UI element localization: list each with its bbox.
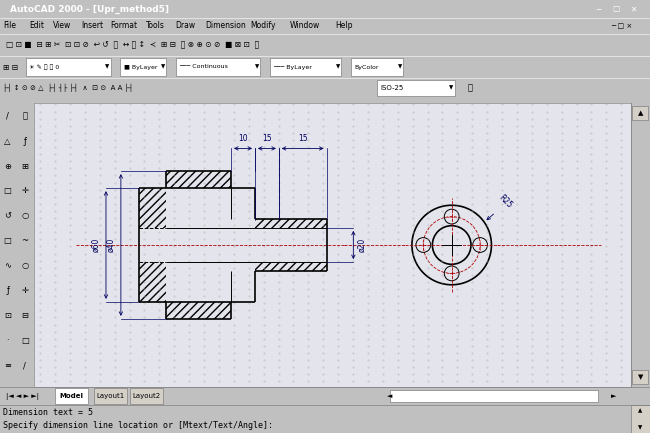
Text: ✕: ✕ — [630, 4, 636, 13]
Text: ·: · — [6, 336, 9, 346]
Text: ▲: ▲ — [638, 408, 642, 413]
Text: Specify dimension line location or [Mtext/Text/Angle]:: Specify dimension line location or [Mtex… — [3, 421, 273, 430]
Text: ≡: ≡ — [4, 362, 11, 371]
Text: Layout2: Layout2 — [132, 393, 161, 399]
Text: 15: 15 — [298, 134, 307, 143]
Text: Edit: Edit — [29, 22, 44, 30]
FancyBboxPatch shape — [351, 58, 403, 76]
FancyBboxPatch shape — [26, 58, 110, 76]
Text: ▼: ▼ — [161, 65, 165, 70]
Text: ■ ByLayer: ■ ByLayer — [124, 65, 157, 70]
Bar — [138, 262, 166, 302]
Text: □: □ — [612, 4, 619, 13]
FancyBboxPatch shape — [55, 388, 88, 404]
Bar — [138, 188, 166, 228]
Bar — [255, 262, 326, 271]
Text: Dimension text = 5: Dimension text = 5 — [3, 408, 93, 417]
Text: ─── Continuous: ─── Continuous — [179, 65, 228, 70]
Text: □ ⊡ ■  ⊟ ⊞ ✂  ⊡ ⊡ ⊘  ↩ ↺  ⬛  ↔ ⬛ ↕  ≺  ⊞ ⊟  ⬛ ⊗ ⊕ ⊙ ⊘  ■ ⊠ ⊡  ？: □ ⊡ ■ ⊟ ⊞ ✂ ⊡ ⊡ ⊘ ↩ ↺ ⬛ ↔ ⬛ ↕ ≺ ⊞ ⊟ ⬛ ⊗ … — [6, 41, 260, 49]
Text: ƒ: ƒ — [23, 136, 26, 145]
Text: |◄ ◄ ► ►|: |◄ ◄ ► ►| — [6, 392, 40, 400]
Text: ⌒: ⌒ — [22, 112, 27, 120]
Text: Insert: Insert — [81, 22, 103, 30]
Text: ByColor: ByColor — [354, 65, 379, 70]
Text: ø40: ø40 — [107, 238, 116, 252]
Text: 10: 10 — [239, 134, 248, 143]
FancyBboxPatch shape — [270, 58, 341, 76]
Text: ◄: ◄ — [387, 393, 392, 399]
Text: Format: Format — [111, 22, 138, 30]
Text: ✛: ✛ — [21, 287, 29, 295]
Bar — [255, 220, 326, 228]
Text: View: View — [53, 22, 72, 30]
FancyBboxPatch shape — [632, 370, 648, 384]
Text: Tools: Tools — [146, 22, 165, 30]
Text: ▲: ▲ — [638, 110, 643, 116]
Text: □: □ — [4, 236, 12, 246]
Bar — [166, 171, 231, 188]
Text: ├┤ ↕ ⊙ ⊘ △  ├┤ ┤├ ├┤  ∧  ⊡ ⊙  A A ├┤: ├┤ ↕ ⊙ ⊘ △ ├┤ ┤├ ├┤ ∧ ⊡ ⊙ A A ├┤ — [3, 84, 133, 92]
Text: ✛: ✛ — [21, 187, 29, 195]
Text: ⊟: ⊟ — [21, 311, 29, 320]
FancyBboxPatch shape — [130, 388, 162, 404]
FancyBboxPatch shape — [630, 405, 650, 433]
Text: ▼: ▼ — [638, 374, 643, 380]
Text: ○: ○ — [21, 262, 29, 271]
FancyBboxPatch shape — [632, 106, 648, 120]
Text: □: □ — [4, 187, 12, 195]
Text: △: △ — [5, 136, 11, 145]
Text: ▼: ▼ — [105, 65, 110, 70]
Text: ~: ~ — [21, 236, 29, 246]
FancyBboxPatch shape — [390, 390, 598, 402]
Text: ─── ByLayer: ─── ByLayer — [273, 65, 312, 70]
Text: /: / — [6, 112, 9, 120]
Text: ⊞: ⊞ — [21, 162, 29, 171]
Text: ─: ─ — [595, 4, 601, 13]
Text: File: File — [3, 22, 16, 30]
Text: ▼: ▼ — [336, 65, 341, 70]
Text: AutoCAD 2000 - [Upr_method5]: AutoCAD 2000 - [Upr_method5] — [10, 4, 169, 13]
Bar — [166, 302, 231, 319]
Text: Model: Model — [60, 393, 83, 399]
FancyBboxPatch shape — [94, 388, 127, 404]
FancyBboxPatch shape — [120, 58, 166, 76]
Text: ⊕: ⊕ — [4, 162, 11, 171]
Text: ▼: ▼ — [255, 65, 259, 70]
Text: ▼: ▼ — [398, 65, 402, 70]
Text: ø20: ø20 — [358, 238, 367, 252]
Text: ∿: ∿ — [4, 262, 11, 271]
Text: Draw: Draw — [176, 22, 196, 30]
Text: ⊡: ⊡ — [4, 311, 11, 320]
Text: 📐: 📐 — [468, 84, 473, 93]
Text: /: / — [23, 362, 26, 371]
Text: ☀ ✎ 🔒 ⬛ 0: ☀ ✎ 🔒 ⬛ 0 — [29, 64, 60, 70]
Text: □: □ — [21, 336, 29, 346]
Text: R25: R25 — [497, 193, 514, 210]
Text: ⊞ ⊟: ⊞ ⊟ — [3, 62, 18, 71]
FancyBboxPatch shape — [377, 80, 455, 97]
Text: ø60: ø60 — [92, 238, 101, 252]
Text: Window: Window — [289, 22, 320, 30]
Text: Modify: Modify — [250, 22, 276, 30]
Text: 15: 15 — [262, 134, 272, 143]
Text: Help: Help — [335, 22, 352, 30]
Text: ▼: ▼ — [448, 85, 453, 90]
Text: Layout1: Layout1 — [96, 393, 125, 399]
Text: ISO-25: ISO-25 — [380, 85, 404, 91]
FancyBboxPatch shape — [176, 58, 260, 76]
Text: ▼: ▼ — [638, 425, 642, 430]
Text: ↺: ↺ — [4, 211, 11, 220]
Text: Dimension: Dimension — [205, 22, 246, 30]
Text: ►: ► — [611, 393, 616, 399]
Text: ○: ○ — [21, 211, 29, 220]
Text: ƒ: ƒ — [6, 287, 9, 295]
Text: ─ □ ×: ─ □ × — [611, 23, 632, 29]
